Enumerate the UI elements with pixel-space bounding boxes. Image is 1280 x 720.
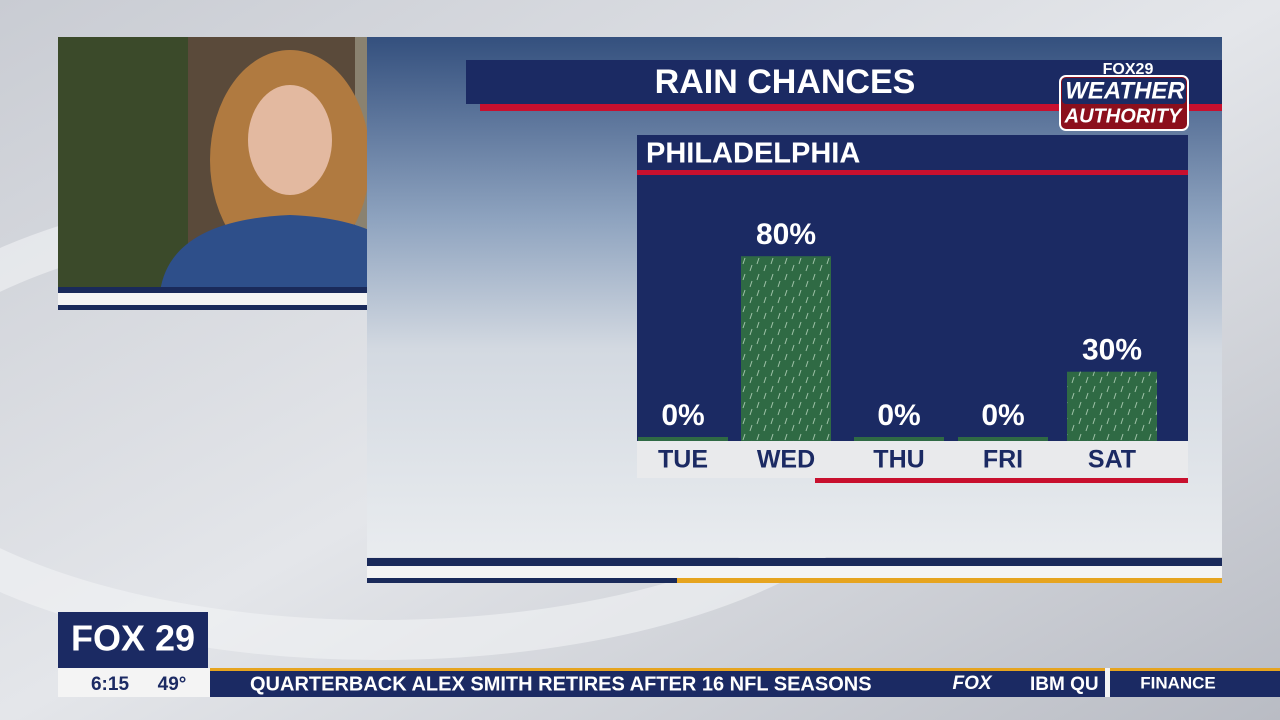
x-tick-label: WED <box>757 446 815 474</box>
chart-title: RAIN CHANCES <box>655 63 916 101</box>
ticker-section: FINANCE <box>1140 673 1216 692</box>
x-tick-label: THU <box>873 446 924 474</box>
x-tick-label: SAT <box>1088 446 1136 474</box>
weather-authority-logo: FOX29 WEATHER AUTHORITY <box>1059 61 1189 131</box>
panel-bar <box>367 578 677 583</box>
video-face <box>248 85 332 195</box>
bar-rain <box>1067 371 1157 441</box>
time: 6:15 <box>91 674 129 695</box>
ticker-bar <box>210 671 1280 697</box>
status-box <box>58 668 210 697</box>
temperature: 49° <box>158 674 187 695</box>
inset-bar <box>58 293 465 305</box>
ticker-divider <box>1105 668 1110 697</box>
logo-authority: AUTHORITY <box>1064 105 1183 127</box>
station-logo: FOX 29 <box>71 618 195 659</box>
bar-base <box>638 437 728 441</box>
video-tree <box>58 37 188 292</box>
value-label: 80% <box>756 218 816 251</box>
bar-rain <box>741 256 831 441</box>
bar-base <box>958 437 1048 441</box>
station-box <box>58 612 208 668</box>
ticker-logo: FOX <box>952 673 992 694</box>
value-label: 0% <box>981 399 1024 432</box>
logo-station: FOX29 <box>1103 61 1154 78</box>
title-rule <box>480 104 1222 111</box>
chart-subtitle: PHILADELPHIA <box>646 138 860 170</box>
plot: 0% TUE 80% WED 0% THU 0% FRI 30% SAT <box>638 218 1157 474</box>
logo-weather: WEATHER <box>1065 77 1185 104</box>
value-label: 30% <box>1082 334 1142 367</box>
panel-bar <box>367 566 1222 578</box>
panel-bar <box>367 558 1222 566</box>
logo-top <box>1062 78 1186 104</box>
x-tick-label: TUE <box>658 446 708 474</box>
ticker-rule <box>210 668 1280 671</box>
ticker-stock: IBM QU <box>1030 674 1099 695</box>
category-strip <box>637 441 1188 478</box>
value-label: 0% <box>877 399 920 432</box>
inset-bar <box>58 305 368 310</box>
bar-base <box>854 437 944 441</box>
inset-bar <box>58 287 465 293</box>
panel-bar <box>677 578 1222 583</box>
value-label: 0% <box>661 399 704 432</box>
ticker-headline: QUARTERBACK ALEX SMITH RETIRES AFTER 16 … <box>250 673 872 695</box>
city-rule <box>637 170 1188 175</box>
video-body <box>160 215 420 292</box>
x-tick-label: FRI <box>983 446 1023 474</box>
category-rule <box>815 478 1188 483</box>
